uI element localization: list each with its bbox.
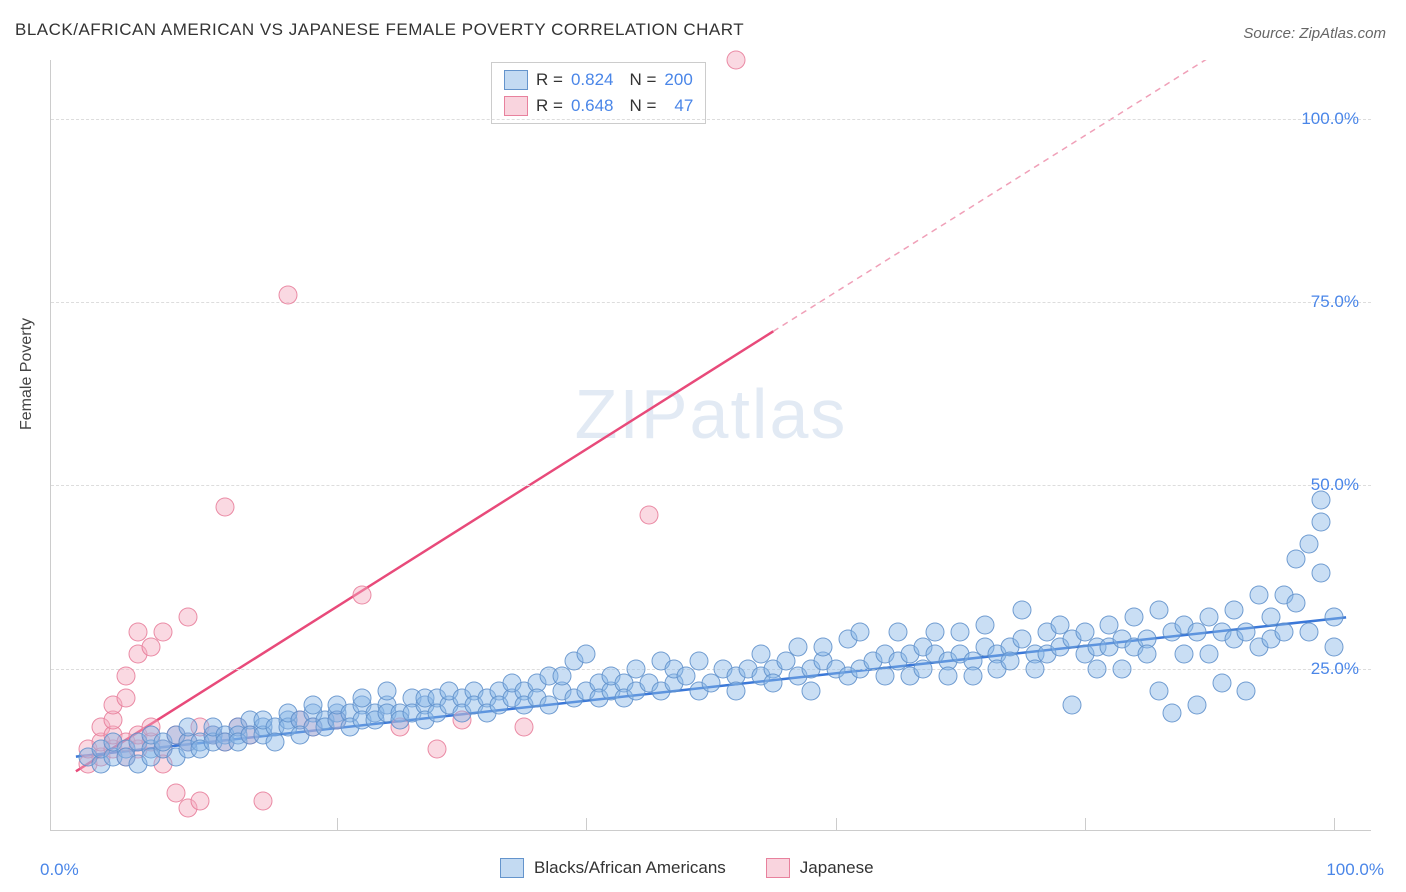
data-point xyxy=(1287,593,1306,612)
data-point xyxy=(116,667,135,686)
source-credit: Source: ZipAtlas.com xyxy=(1243,25,1386,42)
r-value-blue: 0.824 xyxy=(571,70,614,90)
data-point xyxy=(1274,623,1293,642)
data-point xyxy=(278,285,297,304)
watermark-light: atlas xyxy=(690,375,848,453)
y-axis-label: Female Poverty xyxy=(18,318,36,430)
data-point xyxy=(639,505,658,524)
n-label: N = xyxy=(629,70,656,90)
grid-tick-v xyxy=(1334,818,1335,830)
trend-line xyxy=(773,60,1333,331)
legend-label-blue: Blacks/African Americans xyxy=(534,858,726,878)
data-point xyxy=(888,623,907,642)
data-point xyxy=(116,689,135,708)
correlation-legend: R = 0.824 N = 200 R = 0.648 N = 47 xyxy=(491,62,706,124)
y-tick-label: 100.0% xyxy=(1301,109,1359,129)
data-point xyxy=(1162,703,1181,722)
data-point xyxy=(1312,513,1331,532)
grid-line-h xyxy=(51,119,1371,120)
data-point xyxy=(1175,645,1194,664)
r-label: R = xyxy=(536,70,563,90)
n-label: N = xyxy=(629,96,656,116)
x-tick-right: 100.0% xyxy=(1326,860,1384,880)
grid-tick-v xyxy=(1085,818,1086,830)
data-point xyxy=(378,681,397,700)
legend-row-blue: R = 0.824 N = 200 xyxy=(504,67,693,93)
data-point xyxy=(1150,601,1169,620)
grid-line-h xyxy=(51,485,1371,486)
x-tick-left: 0.0% xyxy=(40,860,79,880)
data-point xyxy=(1312,491,1331,510)
plot-area: ZIPatlas R = 0.824 N = 200 R = 0.648 N =… xyxy=(50,60,1371,831)
data-point xyxy=(926,623,945,642)
data-point xyxy=(1324,608,1343,627)
chart-title: BLACK/AFRICAN AMERICAN VS JAPANESE FEMAL… xyxy=(15,20,744,40)
n-value-pink: 47 xyxy=(674,96,693,116)
data-point xyxy=(178,608,197,627)
y-tick-label: 25.0% xyxy=(1311,659,1359,679)
data-point xyxy=(1249,586,1268,605)
data-point xyxy=(353,586,372,605)
data-point xyxy=(963,667,982,686)
swatch-pink xyxy=(766,858,790,878)
data-point xyxy=(1312,564,1331,583)
watermark-logo: ZIPatlas xyxy=(575,374,848,454)
r-value-pink: 0.648 xyxy=(571,96,614,116)
data-point xyxy=(515,718,534,737)
grid-line-h xyxy=(51,302,1371,303)
data-point xyxy=(1187,696,1206,715)
data-point xyxy=(1063,696,1082,715)
n-value-blue: 200 xyxy=(664,70,692,90)
data-point xyxy=(726,51,745,70)
data-point xyxy=(1212,674,1231,693)
data-point xyxy=(154,623,173,642)
data-point xyxy=(851,623,870,642)
r-label: R = xyxy=(536,96,563,116)
data-point xyxy=(1137,645,1156,664)
data-point xyxy=(814,637,833,656)
data-point xyxy=(1088,659,1107,678)
grid-tick-v xyxy=(836,818,837,830)
swatch-blue xyxy=(504,70,528,90)
data-point xyxy=(216,498,235,517)
data-point xyxy=(1125,608,1144,627)
data-point xyxy=(951,623,970,642)
data-point xyxy=(1225,601,1244,620)
watermark-bold: ZIP xyxy=(575,375,690,453)
data-point xyxy=(789,637,808,656)
swatch-pink xyxy=(504,96,528,116)
data-point xyxy=(253,791,272,810)
data-point xyxy=(801,681,820,700)
data-point xyxy=(1112,659,1131,678)
data-point xyxy=(1299,535,1318,554)
data-point xyxy=(975,615,994,634)
legend-row-pink: R = 0.648 N = 47 xyxy=(504,93,693,119)
data-point xyxy=(764,674,783,693)
data-point xyxy=(1324,637,1343,656)
grid-line-h xyxy=(51,669,1371,670)
data-point xyxy=(1000,652,1019,671)
grid-tick-v xyxy=(586,818,587,830)
source-prefix: Source: xyxy=(1243,25,1299,42)
data-point xyxy=(1150,681,1169,700)
data-point xyxy=(1013,601,1032,620)
swatch-blue xyxy=(500,858,524,878)
data-point xyxy=(191,791,210,810)
data-point xyxy=(577,645,596,664)
data-point xyxy=(428,740,447,759)
data-point xyxy=(1200,645,1219,664)
data-point xyxy=(938,667,957,686)
y-tick-label: 75.0% xyxy=(1311,292,1359,312)
source-name: ZipAtlas.com xyxy=(1299,25,1386,42)
data-point xyxy=(726,681,745,700)
grid-tick-v xyxy=(337,818,338,830)
series-legend: Blacks/African Americans Japanese xyxy=(500,858,874,878)
data-point xyxy=(1299,623,1318,642)
data-point xyxy=(689,652,708,671)
data-point xyxy=(1237,681,1256,700)
legend-label-pink: Japanese xyxy=(800,858,874,878)
